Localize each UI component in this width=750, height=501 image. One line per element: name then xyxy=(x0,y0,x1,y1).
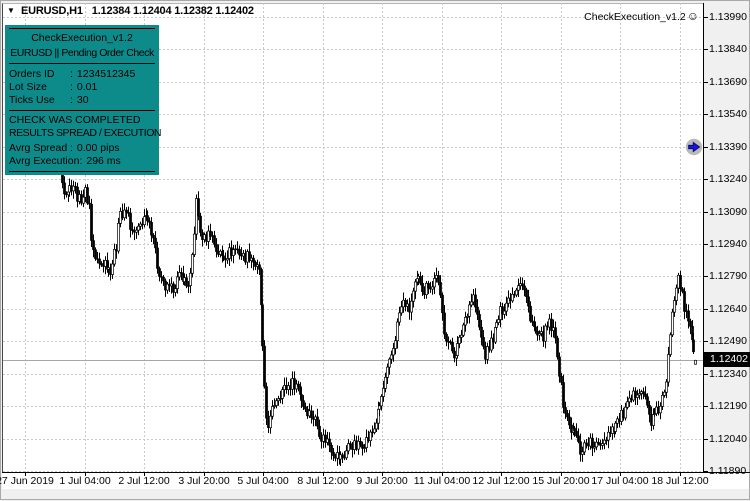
price-axis-label: 1.11890 xyxy=(709,465,747,477)
panel-field: Avrg Execution:296 ms xyxy=(9,155,155,168)
panel-field: Orders ID:1234512345 xyxy=(9,68,155,81)
panel-result-fields: Avrg Spread:0.00 pips Avrg Execution:296 … xyxy=(9,142,155,168)
time-axis-label: 3 Jul 20:00 xyxy=(178,475,230,487)
panel-separator xyxy=(9,63,155,65)
panel-field: Lot Size:0.01 xyxy=(9,81,155,94)
smiley-icon: ☺ xyxy=(686,9,699,23)
time-axis-label: 1 Jul 04:00 xyxy=(59,475,111,487)
panel-field: Ticks Use:30 xyxy=(9,94,155,107)
time-axis-label: 12 Jul 12:00 xyxy=(472,475,530,487)
field-colon: : xyxy=(70,80,73,93)
field-label: Avrg Execution xyxy=(9,154,80,167)
panel-separator xyxy=(9,109,155,111)
panel-title: CheckExecution_v1.2 xyxy=(31,32,133,45)
price-axis-label: 1.13390 xyxy=(709,140,747,153)
time-axis-label: 17 Jul 04:00 xyxy=(591,475,649,487)
price-axis-label: 1.13240 xyxy=(709,173,747,186)
panel-separator xyxy=(9,28,155,29)
price-axis-label: 1.12040 xyxy=(709,432,747,445)
time-axis-label: 27 Jun 2019 xyxy=(0,475,54,487)
field-colon: : xyxy=(70,93,73,106)
field-value: 296 ms xyxy=(86,154,121,167)
price-axis-label: 1.12340 xyxy=(709,367,747,380)
price-axis-label: 1.13990 xyxy=(709,11,747,23)
indicator-comment-panel: CheckExecution_v1.2 EURUSD || Pending Or… xyxy=(5,25,162,175)
field-colon: : xyxy=(70,67,73,80)
panel-status-lines: CHECK WAS COMPLETED RESULTS SPREAD / EXEC… xyxy=(9,114,162,140)
field-value: 0.00 pips xyxy=(76,141,120,154)
panel-separator xyxy=(9,171,155,172)
field-value: 30 xyxy=(76,93,89,106)
price-axis-label: 1.12940 xyxy=(709,238,747,250)
field-label: Avrg Spread xyxy=(9,141,68,154)
time-axis-label: 2 Jul 12:00 xyxy=(118,475,170,487)
chart-title-ohlc: EURUSD,H1 1.12384 1.12404 1.12382 1.12402 xyxy=(21,5,254,17)
price-axis-label: 1.12790 xyxy=(709,270,747,283)
time-axis-label: 18 Jul 12:00 xyxy=(651,475,709,487)
panel-fields: Orders ID:1234512345 Lot Size:0.01 Ticks U… xyxy=(9,68,155,107)
price-axis-label: 1.13840 xyxy=(709,43,747,56)
panel-subtitle: EURUSD || Pending Order Check xyxy=(10,46,154,59)
indicator-name-text: CheckExecution_v1.2 xyxy=(584,11,686,23)
time-axis-label: 9 Jul 20:00 xyxy=(356,475,408,487)
field-label: Lot Size xyxy=(9,80,47,93)
arrow-object-marker[interactable] xyxy=(685,138,703,156)
blue-arrow-icon xyxy=(688,141,701,153)
price-axis-label: 1.13540 xyxy=(709,108,747,121)
panel-field: Avrg Spread:0.00 pips xyxy=(9,142,155,155)
time-axis-label: 5 Jul 04:00 xyxy=(237,475,289,487)
price-axis-label: 1.12640 xyxy=(709,302,747,315)
field-value: 0.01 xyxy=(76,80,98,93)
time-axis[interactable] xyxy=(2,472,749,489)
price-axis-label: 1.13090 xyxy=(709,205,747,218)
panel-status-line: RESULTS SPREAD / EXECUTION xyxy=(9,127,162,140)
chevron-down-icon[interactable]: ▼ xyxy=(7,6,15,15)
price-axis-label: 1.13690 xyxy=(709,75,747,88)
field-label: Ticks Use xyxy=(9,93,55,106)
price-axis-label: 1.12190 xyxy=(709,400,747,413)
field-value: 1234512345 xyxy=(76,67,136,80)
time-axis-label: 8 Jul 12:00 xyxy=(297,475,349,487)
ohlc-values: 1.12384 1.12404 1.12382 1.12402 xyxy=(91,5,254,17)
panel-status-line: CHECK WAS COMPLETED xyxy=(9,114,141,127)
symbol-timeframe-label: EURUSD,H1 xyxy=(21,5,83,17)
time-axis-label: 15 Jul 20:00 xyxy=(532,475,590,487)
field-colon: : xyxy=(79,154,83,167)
field-colon: : xyxy=(70,141,73,154)
field-label: Orders ID xyxy=(9,67,55,80)
time-axis-label: 11 Jul 04:00 xyxy=(413,475,471,487)
price-axis-label: 1.12490 xyxy=(709,335,747,348)
current-price-badge: 1.12402 xyxy=(704,352,750,368)
indicator-shortname: CheckExecution_v1.2☺ xyxy=(1,9,699,23)
